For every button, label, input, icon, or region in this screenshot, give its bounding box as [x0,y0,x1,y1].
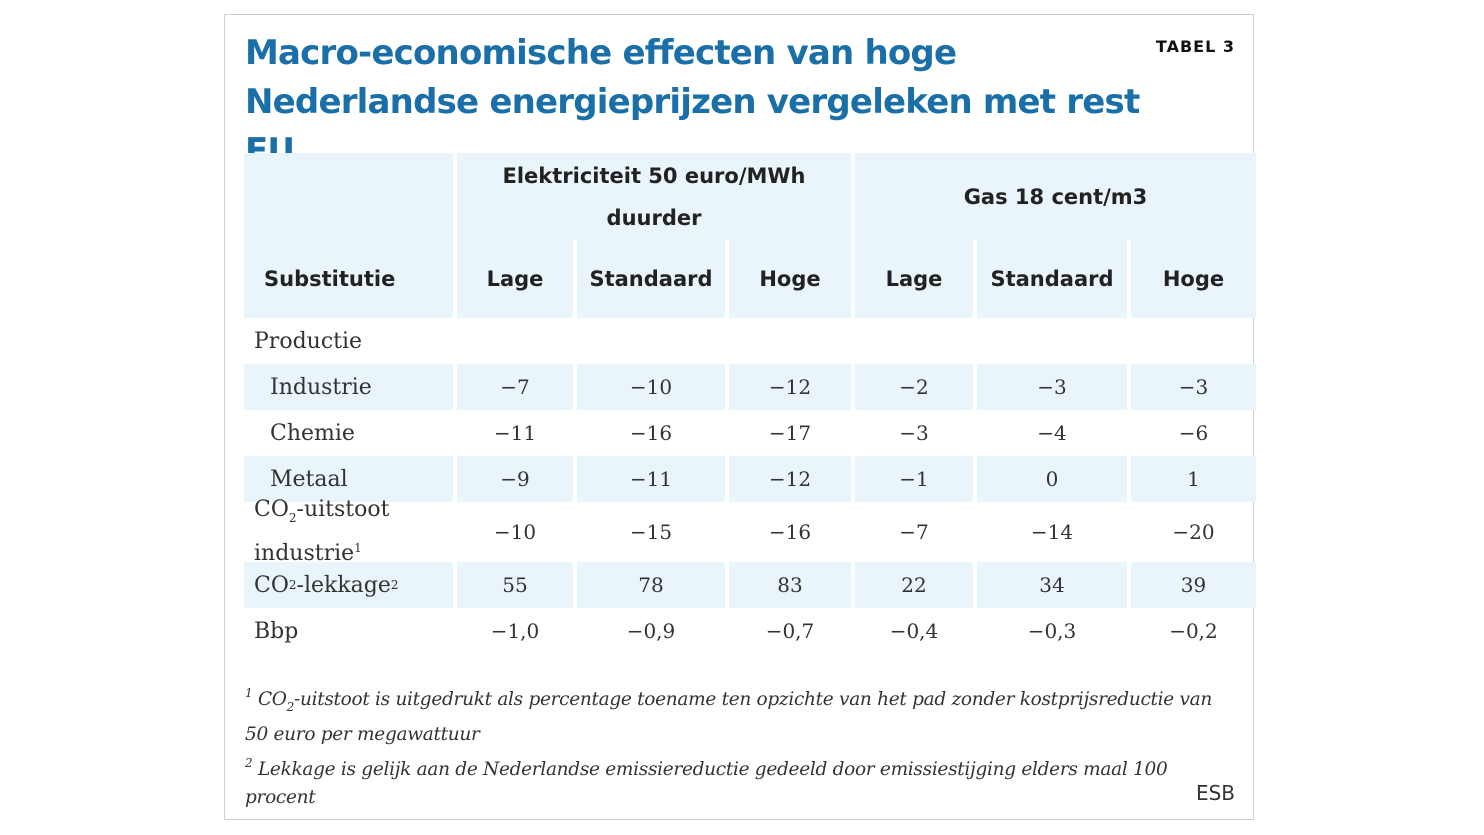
table-title: Macro-economische effecten van hoge Nede… [245,29,1175,176]
footnote-2: 2 Lekkage is gelijk aan de Nederlandse e… [245,756,1168,808]
table-cell: 34 [977,562,1127,608]
column-header: Lage [855,240,973,318]
table-cell: 83 [729,562,851,608]
title-line-2: Nederlandse energieprijzen vergeleken me… [245,82,1140,171]
column-header: Standaard [977,240,1127,318]
table-cell: −0,7 [765,619,815,643]
table-cell: −3 [1131,364,1256,410]
table-cell: −16 [768,520,812,544]
table-cell: 78 [577,562,725,608]
table-cell: −7 [457,364,573,410]
table-cell: −10 [577,364,725,410]
table-cell: −10 [493,520,537,544]
table-cell: −15 [629,520,673,544]
section-label: Productie [254,328,363,354]
row-header-label: Substitutie [244,240,453,318]
title-line-1: Macro-economische effecten van hoge [245,33,957,73]
row-label-line-2: industrie1 [254,541,362,566]
group-header-gas: Gas 18 cent/m3 [855,153,1256,240]
table-card: TABEL 3 Macro-economische effecten van h… [224,14,1256,820]
row-label: CO 2 -lekkage 2 [244,562,453,608]
table-cell: −2 [855,364,973,410]
table-cell: −1,0 [490,619,540,643]
table-cell: −12 [729,364,851,410]
table-cell: −0,4 [889,619,939,643]
table-cell: −0,9 [626,619,676,643]
table-cell: −1 [855,456,973,502]
table-tag: TABEL 3 [1155,37,1235,56]
table-cell: −12 [729,456,851,502]
table-cell: 22 [855,562,973,608]
table-cell: −6 [1178,421,1209,445]
row-label: CO2-uitstoot industrie1 [244,497,453,566]
data-table: Elektriciteit 50 euro/MWh duurder Gas 18… [244,153,1256,669]
table-cell: −7 [899,520,929,544]
column-header: Standaard [577,240,725,318]
table-cell: 0 [977,456,1127,502]
row-label: Bbp [254,618,299,644]
footnotes: 1 CO2-uitstoot is uitgedrukt als percent… [245,679,1235,812]
table-cell: −9 [457,456,573,502]
column-header: Hoge [1131,240,1256,318]
table-cell: −4 [1037,421,1067,445]
table-cell: −16 [629,421,673,445]
table-cell: 55 [457,562,573,608]
row-label-line-1: CO2-uitstoot [254,497,390,525]
source-label: ESB [1195,781,1235,805]
column-header: Hoge [729,240,851,318]
row-label: Metaal [244,456,453,502]
row-label: Industrie [244,364,453,410]
table-cell: −17 [768,421,812,445]
table-cell: 39 [1131,562,1256,608]
table-cell: −0,3 [1027,619,1077,643]
table-cell: −3 [899,421,929,445]
group-header-electricity: Elektriciteit 50 euro/MWh duurder [457,153,851,240]
column-header: Lage [457,240,573,318]
table-cell: −0,2 [1169,619,1218,643]
table-cell: −20 [1172,520,1215,544]
table-cell: −3 [977,364,1127,410]
footnote-1: 1 CO2-uitstoot is uitgedrukt als percent… [245,686,1212,745]
row-label: Chemie [270,420,355,446]
table-cell: −14 [1030,520,1074,544]
table-cell: 1 [1131,456,1256,502]
table-cell: −11 [577,456,725,502]
table-cell: −11 [493,421,537,445]
